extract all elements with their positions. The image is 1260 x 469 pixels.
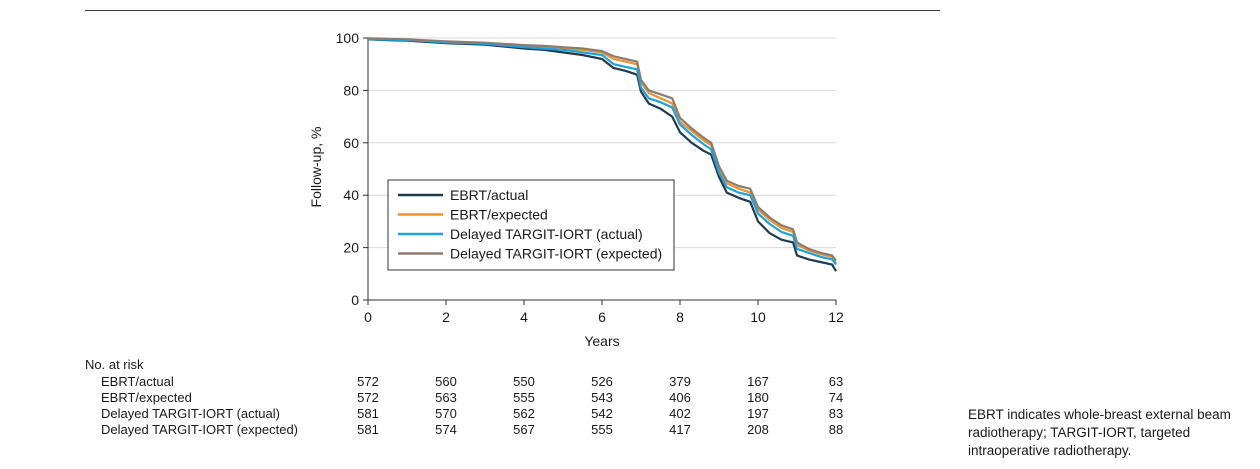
at-risk-cell: 167 <box>747 374 769 389</box>
legend-label: EBRT/actual <box>450 187 528 203</box>
y-tick-label: 80 <box>343 82 359 98</box>
at-risk-cell: 563 <box>435 390 457 405</box>
at-risk-cell: 379 <box>669 374 691 389</box>
series-line-3 <box>367 37 837 266</box>
x-tick-label: 10 <box>750 309 766 325</box>
at-risk-cell: 197 <box>747 406 769 421</box>
at-risk-row-label: Delayed TARGIT-IORT (expected) <box>101 422 298 437</box>
x-tick-label: 8 <box>676 309 684 325</box>
x-tick-label: 0 <box>364 309 372 325</box>
figure-caption: EBRT indicates whole-breast external bea… <box>968 407 1231 458</box>
at-risk-cell: 208 <box>747 422 769 437</box>
top-rule <box>85 10 940 11</box>
y-tick-label: 60 <box>343 135 359 151</box>
x-tick-label: 6 <box>598 309 606 325</box>
at-risk-cell: 180 <box>747 390 769 405</box>
x-axis-label: Years <box>584 333 619 349</box>
at-risk-cell: 550 <box>513 374 535 389</box>
axes: 0 20 40 60 80 100 0 2 4 6 8 10 12 <box>336 30 844 325</box>
at-risk-cell: 562 <box>513 406 535 421</box>
at-risk-cell: 560 <box>435 374 457 389</box>
at-risk-cell: 63 <box>828 374 844 389</box>
at-risk-row-label: EBRT/expected <box>101 390 192 405</box>
at-risk-cell: 572 <box>357 374 379 389</box>
x-tick-label: 2 <box>442 309 450 325</box>
at-risk-cell: 581 <box>357 422 379 437</box>
y-tick-label: 40 <box>343 187 359 203</box>
y-tick-label: 0 <box>351 292 359 308</box>
legend-label: Delayed TARGIT-IORT (actual) <box>450 226 643 242</box>
at-risk-cell: 402 <box>669 406 691 421</box>
at-risk-cell: 74 <box>828 390 844 405</box>
series-line-1 <box>367 38 837 272</box>
series-lines <box>367 37 837 272</box>
legend-box <box>387 179 675 271</box>
y-axis-label: Follow-up, % <box>308 127 324 208</box>
at-risk-cell: 543 <box>591 390 613 405</box>
at-risk-cell: 417 <box>669 422 691 437</box>
at-risk-cell: 83 <box>828 406 844 421</box>
at-risk-cell: 581 <box>357 406 379 421</box>
at-risk-cell: 574 <box>435 422 457 437</box>
y-tick-label: 20 <box>343 240 359 256</box>
legend-label: EBRT/expected <box>450 207 548 223</box>
at-risk-row-label: EBRT/actual <box>101 374 174 389</box>
at-risk-cell: 555 <box>591 422 613 437</box>
legend: EBRT/actual EBRT/expected Delayed TARGIT-I… <box>387 179 675 271</box>
at-risk-cell: 567 <box>513 422 535 437</box>
x-tick-label: 12 <box>828 309 844 325</box>
at-risk-row-label: Delayed TARGIT-IORT (actual) <box>101 406 280 421</box>
x-tick-label: 4 <box>520 309 528 325</box>
at-risk-cell: 88 <box>828 422 844 437</box>
series-line-4 <box>367 37 837 262</box>
legend-label: Delayed TARGIT-IORT (expected) <box>450 246 662 262</box>
at-risk-title: No. at risk <box>85 357 144 372</box>
at-risk-cell: 526 <box>591 374 613 389</box>
at-risk-cell: 572 <box>357 390 379 405</box>
at-risk-cell: 570 <box>435 406 457 421</box>
at-risk-cell: 555 <box>513 390 535 405</box>
y-tick-label: 100 <box>336 30 360 46</box>
at-risk-cell: 406 <box>669 390 691 405</box>
at-risk-cell: 542 <box>591 406 613 421</box>
